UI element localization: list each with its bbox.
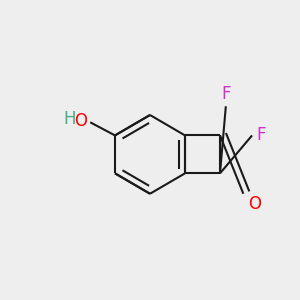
Text: H: H <box>63 110 76 128</box>
Text: O: O <box>248 195 261 213</box>
Text: F: F <box>256 126 266 144</box>
Text: O: O <box>74 112 87 130</box>
Text: F: F <box>221 85 231 103</box>
